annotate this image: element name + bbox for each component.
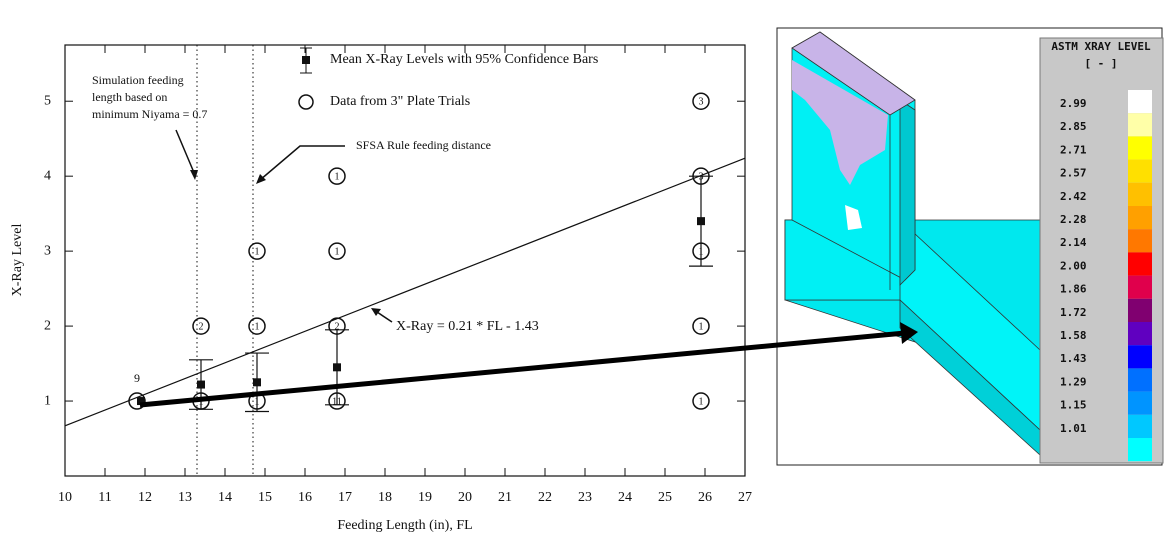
colorbar-swatch — [1128, 299, 1152, 322]
reference-annotation: Simulation feeding — [92, 73, 184, 87]
colorbar-swatch — [1128, 160, 1152, 183]
x-tick-label: 25 — [658, 490, 672, 505]
chart: Feeding Length (in), FL X-Ray Level ASTM… — [0, 0, 1165, 548]
x-tick-label: 13 — [178, 490, 192, 505]
x-tick-label: 20 — [458, 490, 472, 505]
legend-symbol — [302, 56, 310, 64]
x-tick-label: 16 — [298, 490, 312, 505]
colorbar-swatch — [1128, 113, 1152, 136]
trial-count: 9 — [134, 371, 140, 385]
x-axis-label: Feeding Length (in), FL — [337, 518, 472, 533]
x-tick-label: 27 — [738, 490, 752, 505]
colorbar-label: 1.43 — [1060, 352, 1087, 365]
x-tick-label: 14 — [218, 490, 232, 505]
y-tick-label: 3 — [44, 243, 51, 258]
legend-symbol — [299, 95, 313, 109]
colorbar-label: 1.29 — [1060, 375, 1087, 388]
trial-count: 1 — [335, 246, 340, 257]
y-tick-label: 4 — [44, 168, 51, 183]
colorbar-swatch — [1128, 229, 1152, 252]
y-tick-label: 5 — [44, 93, 51, 108]
trial-count: 1 — [699, 396, 704, 407]
reference-annotation: length based on — [92, 90, 167, 104]
reference-annotation: minimum Niyama = 0.7 — [92, 107, 207, 121]
trial-count: 2 — [199, 321, 204, 332]
x-tick-label: 19 — [418, 490, 432, 505]
x-tick-label: 11 — [98, 490, 111, 505]
colorbar-swatch — [1128, 415, 1152, 438]
trial-count: 3 — [699, 97, 704, 108]
y-tick-label: 2 — [44, 318, 51, 333]
colorbar-label: 1.72 — [1060, 306, 1087, 319]
colorbar-label: 2.57 — [1060, 167, 1087, 180]
colorbar-label: 2.85 — [1060, 120, 1087, 133]
annotation-arrow — [260, 146, 345, 180]
colorbar-label: 2.42 — [1060, 190, 1087, 203]
y-tick-label: 1 — [44, 393, 51, 408]
x-tick-label: 26 — [698, 490, 712, 505]
colorbar-swatch — [1128, 206, 1152, 229]
colorbar-swatch — [1128, 322, 1152, 345]
colorbar-swatch — [1128, 368, 1152, 391]
x-tick-label: 18 — [378, 490, 392, 505]
x-tick-label: 21 — [498, 490, 512, 505]
colorbar-swatch — [1128, 136, 1152, 159]
colorbar-label: 2.14 — [1060, 236, 1087, 249]
colorbar-label: 1.15 — [1060, 399, 1087, 412]
x-tick-label: 23 — [578, 490, 592, 505]
colorbar-swatch — [1128, 392, 1152, 415]
arrow-head — [371, 308, 381, 316]
colorbar-label: 2.71 — [1060, 143, 1087, 156]
colorbar-unit: [ - ] — [1084, 57, 1117, 70]
x-tick-label: 15 — [258, 490, 272, 505]
trial-count: 1 — [699, 321, 704, 332]
colorbar-swatch — [1128, 345, 1152, 368]
colorbar-label: 1.58 — [1060, 329, 1087, 342]
annotation-arrow — [176, 130, 195, 175]
colorbar-swatch — [1128, 183, 1152, 206]
trial-count: 1 — [255, 321, 260, 332]
colorbar-swatch — [1128, 438, 1152, 461]
mean-point — [333, 363, 341, 371]
fit-label: X-Ray = 0.21 * FL - 1.43 — [396, 319, 539, 334]
reference-annotation: SFSA Rule feeding distance — [356, 138, 491, 152]
colorbar-label: 2.00 — [1060, 259, 1087, 272]
x-tick-label: 10 — [58, 490, 72, 505]
colorbar-swatch — [1128, 252, 1152, 275]
legend-label: Data from 3" Plate Trials — [330, 94, 470, 109]
colorbar-label: 1.86 — [1060, 283, 1087, 296]
x-tick-label: 24 — [618, 490, 632, 505]
colorbar-label: 1.01 — [1060, 422, 1087, 435]
mean-point — [697, 217, 705, 225]
x-tick-label: 17 — [338, 490, 352, 505]
colorbar-label: 2.99 — [1060, 97, 1087, 110]
trial-count: 1 — [255, 246, 260, 257]
x-tick-label: 12 — [138, 490, 152, 505]
fit-line — [65, 158, 745, 426]
mean-point — [197, 381, 205, 389]
page: {"chart_data": {"type": "scatter", "x_la… — [0, 0, 1165, 548]
x-tick-label: 22 — [538, 490, 552, 505]
mean-point — [253, 378, 261, 386]
colorbar-swatch — [1128, 276, 1152, 299]
colorbar-swatch — [1128, 90, 1152, 113]
legend-label: Mean X-Ray Levels with 95% Confidence Ba… — [330, 52, 598, 67]
colorbar-title: ASTM XRAY LEVEL — [1051, 40, 1151, 53]
y-axis-label: X-Ray Level — [10, 224, 25, 297]
colorbar-label: 2.28 — [1060, 213, 1087, 226]
trial-count: 1 — [335, 171, 340, 182]
